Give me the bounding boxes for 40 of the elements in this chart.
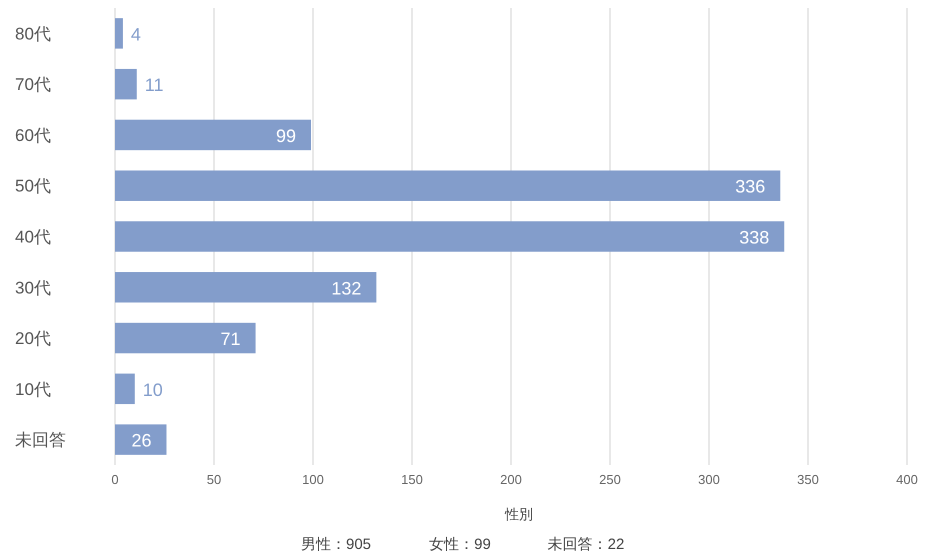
y-tick-label: 60代 [15, 126, 51, 145]
data-label: 132 [331, 278, 362, 298]
bar [115, 272, 376, 303]
data-label: 336 [735, 176, 766, 197]
x-tick-label: 300 [698, 472, 720, 487]
bar [115, 170, 780, 201]
y-tick-label: 未回答 [15, 430, 66, 450]
data-label: 26 [131, 430, 152, 451]
y-tick-label: 20代 [15, 329, 51, 348]
data-label: 10 [142, 380, 163, 400]
x-tick-label: 100 [302, 472, 324, 487]
x-tick-label: 0 [111, 472, 119, 487]
bar [115, 424, 166, 455]
text: 未回答：22 [548, 536, 624, 553]
bar [115, 68, 137, 100]
x-axis-title: 性別 [504, 506, 533, 522]
y-tick-label: 80代 [15, 24, 51, 44]
data-label: 4 [130, 24, 141, 44]
x-tick-label: 150 [401, 472, 423, 487]
text: 男性：905 [300, 536, 372, 553]
x-tick-label: 250 [599, 472, 621, 487]
text: 女性：99 [429, 536, 491, 553]
y-tick-label: 40代 [15, 228, 51, 246]
bar [115, 322, 256, 354]
y-tick-label: 10代 [15, 380, 51, 399]
x-tick-label: 50 [206, 472, 222, 487]
bar [115, 120, 312, 150]
bar [115, 18, 123, 49]
data-label: 338 [739, 228, 770, 248]
bar [115, 221, 784, 252]
y-tick-label: 70代 [15, 75, 51, 94]
data-label: 71 [220, 329, 241, 350]
data-label: 99 [276, 126, 296, 146]
data-label: 11 [144, 75, 164, 96]
x-tick-label: 350 [797, 472, 819, 487]
bar [115, 374, 135, 404]
y-tick-label: 30代 [15, 278, 51, 298]
x-tick-label: 400 [896, 472, 918, 487]
x-tick-label: 200 [500, 472, 522, 487]
y-tick-label: 50代 [15, 176, 51, 196]
